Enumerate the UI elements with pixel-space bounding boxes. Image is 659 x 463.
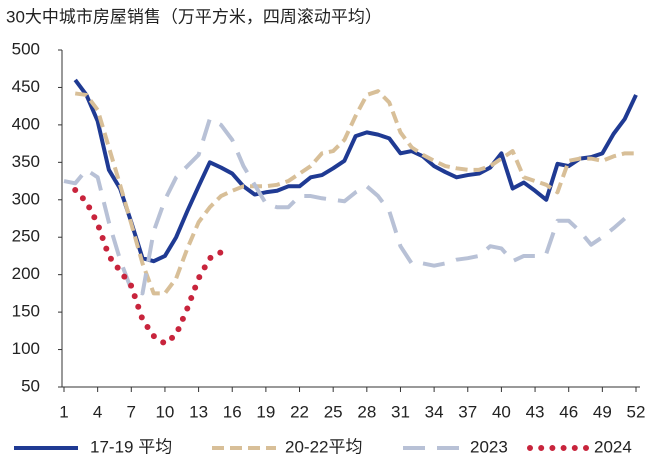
- legend-label: 2024: [594, 437, 632, 456]
- chart-title: 30大中城市房屋销售（万平方米，四周滚动平均）: [6, 7, 382, 26]
- x-tick-label: 4: [93, 402, 102, 421]
- x-tick-label: 46: [559, 402, 578, 421]
- legend-label: 20-22平均: [285, 437, 362, 456]
- y-tick-label: 350: [12, 152, 40, 171]
- x-tick-label: 22: [290, 402, 309, 421]
- x-tick-label: 49: [593, 402, 612, 421]
- legend-label: 17-19 平均: [90, 437, 172, 456]
- x-tick-label: 13: [189, 402, 208, 421]
- legend-label: 2023: [470, 437, 508, 456]
- y-tick-label: 50: [21, 376, 40, 395]
- y-tick-label: 100: [12, 339, 40, 358]
- y-tick-label: 400: [12, 114, 40, 133]
- y-tick-label: 150: [12, 302, 40, 321]
- x-tick-label: 1: [59, 402, 68, 421]
- y-tick-label: 250: [12, 227, 40, 246]
- x-tick-label: 37: [458, 402, 477, 421]
- x-tick-label: 25: [324, 402, 343, 421]
- y-tick-label: 450: [12, 77, 40, 96]
- series-line: [74, 89, 636, 296]
- y-tick-label: 500: [12, 39, 40, 58]
- x-tick-label: 19: [256, 402, 275, 421]
- x-tick-label: 34: [425, 402, 444, 421]
- x-tick-label: 16: [223, 402, 242, 421]
- series-line: [72, 187, 225, 347]
- x-tick-label: 43: [526, 402, 545, 421]
- x-tick-label: 40: [492, 402, 511, 421]
- x-tick-label: 10: [155, 402, 174, 421]
- y-tick-label: 200: [12, 264, 40, 283]
- x-tick-label: 7: [127, 402, 136, 421]
- series-line: [63, 116, 627, 296]
- y-tick-label: 300: [12, 189, 40, 208]
- series-line: [73, 78, 638, 264]
- x-tick-label: 52: [627, 402, 646, 421]
- x-tick-label: 31: [391, 402, 410, 421]
- x-tick-label: 28: [357, 402, 376, 421]
